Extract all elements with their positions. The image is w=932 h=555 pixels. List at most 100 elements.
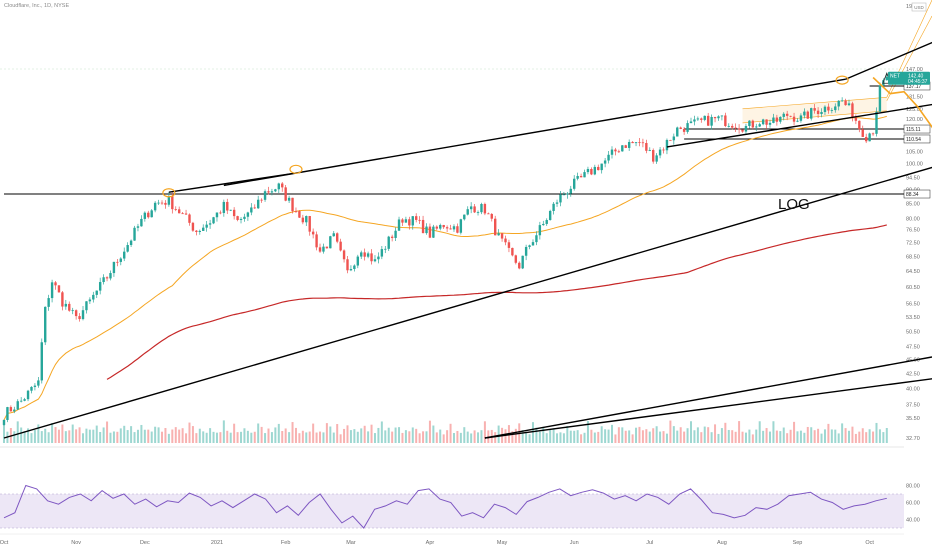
trendlines[interactable] — [3, 15, 932, 439]
volume-bar — [284, 428, 287, 443]
volume-bar — [198, 428, 201, 443]
candle-body — [445, 227, 449, 229]
candle-body — [724, 115, 727, 127]
volume-bar — [209, 428, 212, 443]
volume-bar — [583, 432, 586, 443]
candle-body — [521, 255, 524, 269]
candle-body — [466, 209, 469, 215]
candle-body — [765, 119, 768, 125]
price-tick-label: 64.50 — [906, 269, 920, 275]
candle-body — [136, 226, 140, 228]
price-tick-label: 72.50 — [906, 241, 920, 247]
candle-body — [555, 202, 559, 204]
candle-body — [116, 261, 119, 263]
candle-body — [164, 202, 167, 205]
candle-body — [88, 299, 92, 302]
candle-body — [535, 235, 538, 243]
candle-body — [329, 236, 332, 249]
volume-bar — [85, 428, 88, 443]
candle-body — [78, 316, 81, 320]
volume-bar — [885, 427, 888, 443]
volume-bar — [394, 427, 397, 443]
volume-bar — [363, 425, 366, 443]
candle-body — [583, 172, 586, 178]
candle-body — [755, 126, 758, 128]
volume-bar — [377, 427, 380, 443]
candle-body — [157, 202, 160, 204]
candle-body — [408, 219, 411, 226]
price-tick-label: 47.50 — [906, 344, 920, 350]
volume-bar — [662, 431, 665, 443]
candle-body — [662, 149, 665, 151]
candle-body — [181, 213, 184, 215]
candle-body — [232, 209, 236, 217]
candle-body — [335, 233, 339, 242]
volume-bar — [477, 432, 480, 443]
volume-bar — [672, 426, 675, 443]
volume-bar — [339, 434, 342, 443]
candle-body — [614, 149, 617, 152]
volume-bar — [23, 431, 26, 443]
candle-body — [737, 128, 741, 130]
volume-bar — [47, 432, 50, 443]
volume-bar — [449, 423, 452, 443]
candle-body — [823, 106, 827, 113]
volume-bar — [367, 431, 370, 443]
volume-bar — [3, 421, 5, 443]
currency-badge[interactable] — [911, 2, 927, 12]
volume-bar — [78, 427, 81, 443]
volume-bar — [432, 425, 435, 443]
volume-bar — [837, 433, 840, 443]
volume-bar — [167, 433, 170, 443]
volume-bar — [332, 432, 335, 443]
moving-averages — [3, 115, 887, 421]
candle-body — [81, 310, 85, 320]
volume-bar — [683, 431, 686, 443]
candle-body — [542, 223, 545, 226]
candle-body — [415, 216, 418, 220]
candle-body — [425, 226, 428, 234]
candle-body — [679, 127, 682, 129]
rsi-tick-label: 80.00 — [906, 484, 920, 490]
time-tick-label: Nov — [71, 540, 81, 546]
volume-bar — [535, 427, 538, 443]
candle-body — [528, 245, 531, 247]
trendline — [484, 378, 932, 439]
candle-body — [463, 214, 466, 220]
volume-bar — [288, 432, 291, 443]
volume-bar — [88, 429, 91, 443]
candle-body — [50, 282, 54, 299]
ma50-line — [3, 115, 887, 421]
candle-body — [263, 191, 267, 200]
volume-bar — [20, 427, 23, 443]
volume-bar — [315, 432, 318, 443]
candle-body — [366, 253, 370, 257]
channel-extension — [886, 15, 932, 101]
price-tick-label: 50.50 — [906, 329, 920, 335]
horizontal-levels[interactable]: 137.17 115.11 110.54 88.34 — [4, 81, 931, 199]
volume-bar — [724, 422, 727, 443]
candle-body — [174, 209, 177, 210]
candle-body — [641, 142, 645, 144]
candle-body — [239, 218, 243, 220]
volume-bar — [33, 430, 36, 443]
candle-body — [871, 133, 875, 135]
candle-body — [734, 127, 737, 129]
candle-body — [119, 258, 122, 262]
volume-bar — [233, 423, 236, 443]
candle-body — [665, 139, 669, 151]
volume-bar — [665, 433, 668, 443]
volume-bar — [439, 429, 442, 443]
volume-bar — [504, 429, 507, 443]
candle-body — [710, 116, 713, 126]
candle-body — [449, 228, 452, 230]
candle-body — [360, 252, 363, 257]
candle-body — [95, 290, 98, 295]
candle-body — [184, 213, 188, 215]
candle-body — [562, 194, 566, 196]
volume-bar — [823, 429, 826, 443]
volume-bar — [16, 421, 19, 443]
volume-bar — [325, 423, 328, 443]
